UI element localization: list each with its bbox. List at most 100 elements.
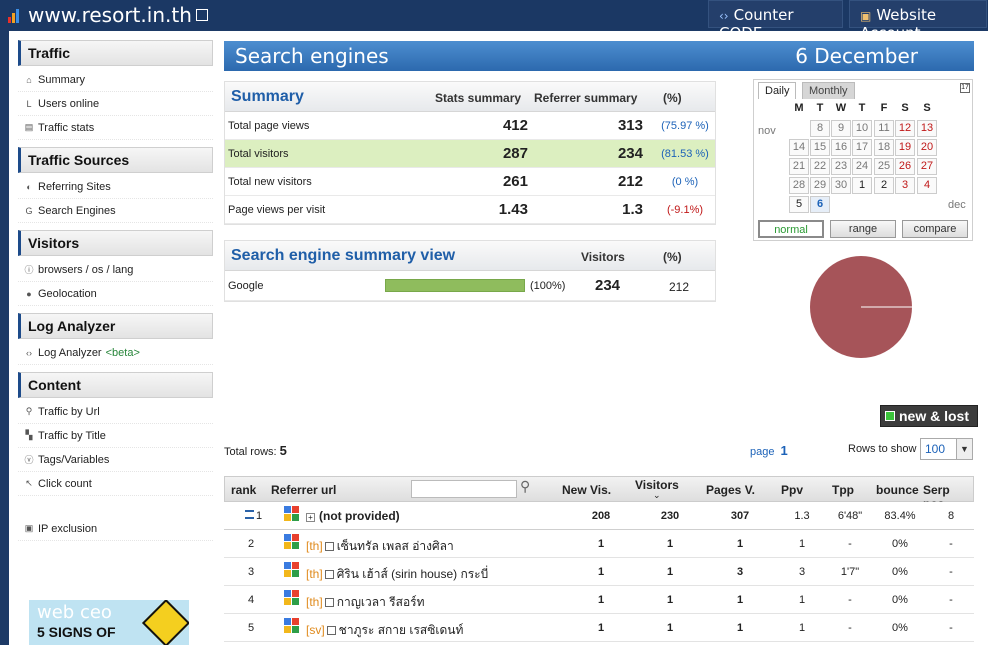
language-badge: [th] [306, 595, 323, 609]
calendar-day[interactable]: 8 [810, 120, 830, 137]
calendar-mode-compare[interactable]: compare [902, 220, 968, 238]
calendar-day[interactable]: 4 [917, 177, 937, 194]
table-row[interactable]: 2 [th] เซ็นทรัล เพลส อ่างศิลา 1 1 1 1 - 0% - [224, 530, 974, 558]
website-account-button[interactable]: ▣Website Account [849, 0, 987, 42]
sidebar-section-0: Traffic [18, 40, 213, 66]
calendar-day[interactable]: 2 [874, 177, 894, 194]
table-row[interactable]: 3 [th] ศิริน เฮ้าส์ (sirin house) กระบี่ 1 1… [224, 558, 974, 586]
sidebar-item-click-count[interactable]: ↖ Click count [18, 472, 213, 496]
tab-daily[interactable]: Daily [758, 82, 797, 99]
calendar-day[interactable]: 29 [810, 177, 830, 194]
col-pages-viewed[interactable]: Pages V. [706, 483, 755, 497]
calendar-day[interactable]: 17 [852, 139, 872, 156]
calendar-mode-normal[interactable]: normal [758, 220, 824, 238]
referrer-value: 1.3 [622, 201, 643, 218]
expand-list-icon[interactable] [245, 510, 254, 519]
external-link-icon[interactable] [324, 542, 334, 551]
referrer-url-cell[interactable]: [th] กาญเวลา รีสอร์ท [306, 593, 425, 612]
calendar-day[interactable]: 25 [874, 158, 894, 175]
referrer-url-cell[interactable]: [th] เซ็นทรัล เพลส อ่างศิลา [306, 537, 454, 556]
calendar-day[interactable]: 30 [831, 177, 851, 194]
calendar-day[interactable]: 15 [810, 139, 830, 156]
google-icon-tile [292, 590, 299, 597]
calendar-day[interactable]: 24 [852, 158, 872, 175]
counter-code-button[interactable]: ‹›Counter CODE [708, 0, 843, 42]
sidebar-item-traffic-by-title[interactable]: ▚ Traffic by Title [18, 424, 213, 448]
sidebar-item-log-analyzer[interactable]: ‹› Log Analyzer <beta> [18, 341, 213, 365]
search-icon[interactable]: ⚲ [520, 478, 531, 494]
table-row[interactable]: 1 + (not provided) 208 230 307 1.3 6'48" 83.4% 8 [224, 502, 974, 530]
col-visitors[interactable]: Visitors [635, 478, 679, 492]
sidebar-item-search-engines[interactable]: G Search Engines [18, 199, 213, 223]
calendar-day[interactable]: 14 [789, 139, 809, 156]
se-row[interactable]: Google (100%) 234 212 [225, 271, 715, 301]
engine-name: Google [228, 280, 264, 292]
calendar-day[interactable]: 21 [789, 158, 809, 175]
search-input[interactable] [411, 480, 517, 498]
google-icon [284, 534, 300, 550]
referrer-url-cell[interactable]: + (not provided) [306, 509, 400, 523]
external-link-icon[interactable] [324, 598, 334, 607]
new-and-lost-button[interactable]: new & lost [880, 405, 978, 427]
table-row[interactable]: 4 [th] กาญเวลา รีสอร์ท 1 1 1 1 - 0% - [224, 586, 974, 614]
calendar-day[interactable]: 26 [895, 158, 915, 175]
table-header: rank Referrer url ⚲ New Vis. Visitors ⌄ … [224, 476, 974, 511]
calendar-day[interactable]: 28 [789, 177, 809, 194]
col-bounce[interactable]: bounce [876, 483, 919, 497]
referrer-url-cell[interactable]: [th] ศิริน เฮ้าส์ (sirin house) กระบี่ [306, 565, 488, 584]
referrer-keyword: ชาภูระ สกาย เรสซิเดนท์ [338, 623, 464, 637]
calendar-day[interactable]: 6 [810, 196, 830, 213]
col-rank[interactable]: rank [231, 483, 257, 497]
calendar-day[interactable]: 23 [831, 158, 851, 175]
col-ppv[interactable]: Ppv [781, 483, 804, 497]
calendar-day[interactable]: 5 [789, 196, 809, 213]
google-icon [284, 562, 300, 578]
sidebar-item-traffic-stats[interactable]: ▤ Traffic stats [18, 116, 213, 140]
ip-exclusion-icon: ▣ [24, 523, 34, 533]
tab-monthly[interactable]: Monthly [802, 82, 855, 99]
sidebar-item-summary[interactable]: ⌂ Summary [18, 68, 213, 92]
external-link-icon[interactable] [324, 570, 334, 579]
calendar-day[interactable]: 19 [895, 139, 915, 156]
tpp-cell: - [848, 622, 852, 634]
col-new-visitors[interactable]: New Vis. [562, 483, 612, 497]
calendar-day[interactable]: 13 [917, 120, 937, 137]
share-bar [385, 279, 525, 292]
calendar-day[interactable]: 27 [917, 158, 937, 175]
calendar-day[interactable]: 9 [831, 120, 851, 137]
sidebar-item-ip-exclusion[interactable]: ▣ IP exclusion [18, 517, 213, 541]
sidebar-item-traffic-by-url[interactable]: ⚲ Traffic by Url [18, 400, 213, 424]
rows-to-show-select[interactable]: 100 ▼ [920, 438, 973, 460]
sidebar-item-browsers-os-lang[interactable]: ⓘ browsers / os / lang [18, 258, 213, 282]
sidebar-item-referring-sites[interactable]: ◐ Referring Sites [18, 175, 213, 199]
table-row[interactable]: 5 [sv] ชาภูระ สกาย เรสซิเดนท์ 1 1 1 1 - 0% - [224, 614, 974, 642]
sidebar-item-geolocation[interactable]: ● Geolocation [18, 282, 213, 306]
calendar-day[interactable]: 16 [831, 139, 851, 156]
calendar-day[interactable]: 3 [895, 177, 915, 194]
serp-cell: - [949, 566, 953, 578]
newvis-cell: 1 [597, 566, 605, 578]
calendar-day[interactable]: 11 [874, 120, 894, 137]
calendar-day[interactable]: 20 [917, 139, 937, 156]
page-number[interactable]: 1 [780, 443, 788, 458]
expand-plus-icon[interactable]: + [306, 513, 315, 522]
sort-down-icon[interactable]: ⌄ [653, 490, 661, 500]
referrer-url-cell[interactable]: [sv] ชาภูระ สกาย เรสซิเดนท์ [306, 621, 463, 640]
calendar-day[interactable]: 10 [852, 120, 872, 137]
col-tpp[interactable]: Tpp [832, 483, 854, 497]
external-link-icon[interactable] [195, 9, 208, 21]
calendar-day[interactable]: 22 [810, 158, 830, 175]
calendar-day[interactable]: 1 [852, 177, 872, 194]
calendar-day[interactable]: 12 [895, 120, 915, 137]
google-icon-tile [284, 570, 291, 577]
external-link-icon[interactable] [326, 626, 336, 635]
col-referrer-url[interactable]: Referrer url [271, 483, 337, 497]
site-logo[interactable]: www.resort.in.th [8, 3, 208, 27]
calendar-icon[interactable]: 17 [960, 83, 970, 93]
calendar-day[interactable]: 18 [874, 139, 894, 156]
calendar-mode-range[interactable]: range [830, 220, 896, 238]
sidebar-item-users-online[interactable]: L Users online [18, 92, 213, 116]
ad-banner[interactable]: web ceo 5 SIGNS OF [29, 600, 189, 645]
pager[interactable]: page 1 [750, 443, 788, 458]
sidebar-item-tags-variables[interactable]: ⓥ Tags/Variables [18, 448, 213, 472]
